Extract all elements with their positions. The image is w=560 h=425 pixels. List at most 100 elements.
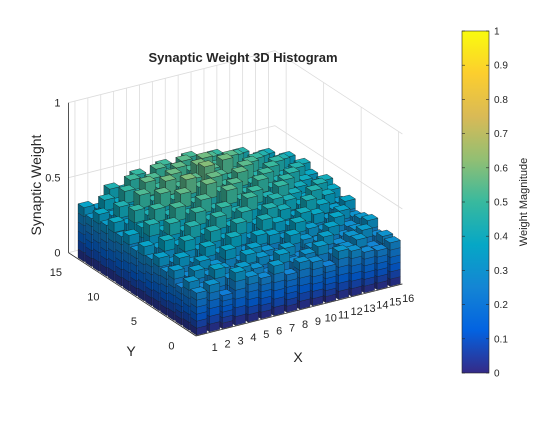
x-tick-label: 4 — [250, 332, 256, 344]
bar-top — [97, 193, 116, 201]
bar-top — [198, 240, 217, 248]
colorbar-tick-label: 0.2 — [494, 300, 508, 311]
x-tick-label: 10 — [325, 313, 337, 325]
bar-top — [92, 207, 110, 215]
z-tick-label: 0 — [54, 248, 60, 260]
bar-top — [183, 220, 202, 228]
bar-top — [214, 201, 233, 209]
bar-top — [103, 182, 121, 190]
bar-top — [178, 234, 196, 242]
x-tick-label: 15 — [389, 296, 401, 308]
bar-top — [224, 231, 242, 239]
x-tick-label: 13 — [363, 303, 375, 315]
grid-line-z — [68, 125, 403, 210]
x-tick-label: 11 — [338, 309, 349, 321]
bar-top — [256, 167, 275, 175]
bar-top — [209, 210, 227, 218]
bar-top — [197, 160, 216, 168]
bar-top — [338, 194, 356, 202]
bar-face-front — [226, 187, 238, 205]
bar-top — [271, 179, 290, 187]
x-tick-label: 14 — [376, 300, 388, 312]
x-tick-label: 3 — [237, 335, 243, 347]
colorbar-tick-label: 0.6 — [494, 163, 508, 174]
bar-top — [137, 240, 155, 248]
bar-top — [153, 187, 172, 195]
bar-top — [277, 173, 295, 181]
colorbar-tick-label: 0.7 — [494, 129, 508, 140]
bar-top — [333, 204, 351, 212]
bar-top — [175, 154, 193, 162]
bar-top — [189, 206, 207, 214]
bar-top — [142, 218, 161, 226]
z-tick-label: 0.5 — [45, 173, 60, 185]
bar-top — [239, 248, 257, 256]
chart-title: Synaptic Weight 3D Histogram — [148, 50, 337, 65]
bar-top — [294, 206, 312, 214]
bar-top — [174, 187, 192, 195]
bar-top — [129, 168, 147, 176]
bar-top — [164, 167, 182, 175]
bar-top — [169, 161, 188, 169]
bar-top — [152, 251, 170, 259]
bar-top — [163, 217, 181, 225]
colorbar-gradient — [461, 30, 490, 374]
bar-top — [216, 153, 234, 161]
bar-top — [322, 220, 340, 228]
colorbar-tick-label: 0.4 — [494, 232, 508, 243]
x-tick-label: 5 — [263, 329, 269, 341]
bar-top — [194, 193, 212, 201]
grid-line-z — [68, 50, 403, 135]
bar-top — [255, 213, 274, 221]
bar-top — [282, 166, 301, 174]
bar-top — [220, 183, 238, 191]
bar-top — [240, 191, 259, 199]
bars-group — [77, 146, 401, 336]
bar-top — [246, 184, 264, 192]
x-tick-label: 7 — [289, 322, 295, 334]
colorbar-tick-label: 0.3 — [494, 266, 508, 277]
z-axis-label: Synaptic Weight — [28, 134, 44, 235]
bar-top — [159, 174, 177, 182]
bar-top — [149, 162, 167, 170]
bar-top — [327, 211, 346, 219]
bar-top — [262, 160, 280, 168]
x-axis-label: X — [293, 349, 303, 365]
bar-top — [250, 229, 268, 237]
colorbar-tick-label: 0.8 — [494, 95, 508, 106]
colorbar-tick-label: 1 — [494, 27, 500, 38]
bar-top — [133, 188, 151, 196]
bar-top — [288, 161, 306, 169]
bar-top — [310, 177, 328, 185]
bar-top — [157, 234, 176, 242]
bar-top — [235, 205, 253, 213]
bar-top — [261, 202, 279, 210]
x-tick-label: 9 — [315, 316, 321, 328]
bar-top — [199, 177, 218, 185]
bar-top — [205, 171, 223, 179]
bar-top — [148, 202, 166, 210]
bar-top — [204, 224, 222, 232]
bar-top — [350, 233, 368, 241]
bar-top — [283, 228, 301, 236]
colorbar: 0 0.1 0.2 0.3 0.4 0.5 0.6 0.7 0.8 0.9 1 Weight Mag… — [461, 27, 530, 380]
bar-top — [289, 216, 307, 224]
bar-top — [266, 192, 284, 200]
x-tick-label: 1 — [212, 342, 218, 354]
x-tick-label: 6 — [276, 326, 282, 338]
bar-top — [376, 229, 394, 237]
bar-top — [187, 264, 206, 272]
bar-top — [112, 200, 131, 208]
bar-top — [219, 243, 237, 251]
bar-top — [122, 228, 140, 236]
bar-top — [316, 230, 335, 238]
bar-top — [107, 216, 125, 224]
colorbar-tick-label: 0.5 — [494, 198, 508, 209]
colorbar-tick-label: 0.9 — [494, 61, 508, 72]
colorbar-label: Weight Magnitude — [518, 158, 530, 246]
bar-top — [195, 151, 214, 159]
bar-top — [236, 159, 254, 167]
x-tick-label: 8 — [302, 319, 308, 331]
